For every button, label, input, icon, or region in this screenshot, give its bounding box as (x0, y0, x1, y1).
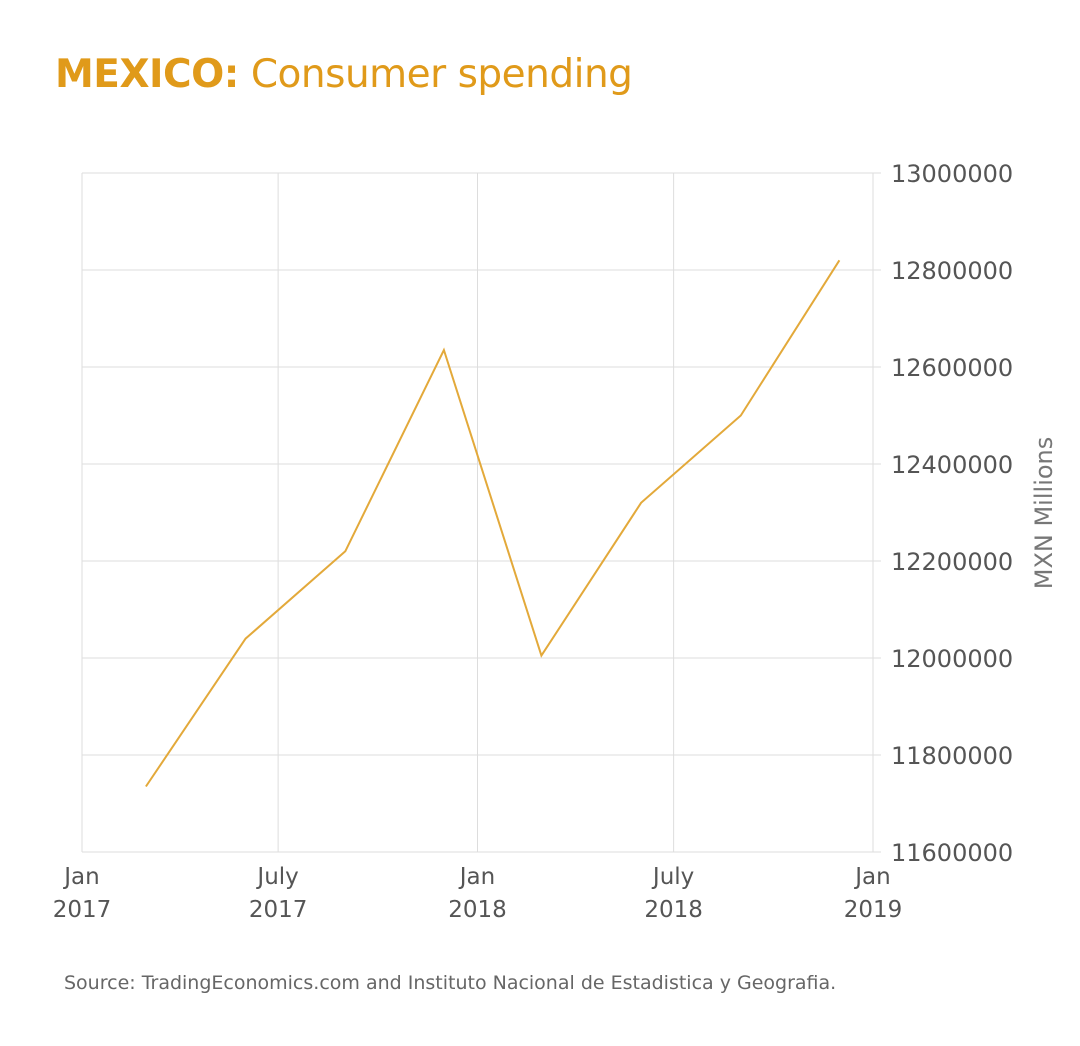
x-axis-ticks: Jan 2017 July 2017 Jan 2018 July 2018 Jan 2019 (53, 864, 903, 923)
title-country: MEXICO: (55, 52, 239, 97)
y-axis-label: MXN Millions (1030, 437, 1058, 590)
data-point (541, 655, 542, 656)
x-tick-label-line1: Jan (853, 864, 890, 890)
data-point (641, 502, 642, 503)
x-tick-label-line1: Jan (62, 864, 99, 890)
data-point (740, 415, 741, 416)
y-axis-ticks: 13000000 12800000 12600000 12400000 12200000… (891, 160, 1013, 867)
title-subject: Consumer spending (250, 52, 633, 97)
y-tick-label: 12800000 (891, 257, 1013, 285)
y-tick-label: 11800000 (891, 742, 1013, 770)
y-tick-label: 13000000 (891, 160, 1013, 188)
data-point (345, 551, 346, 552)
data-point (145, 786, 146, 787)
grid (81, 172, 881, 853)
x-tick-label-line1: July (651, 864, 694, 890)
x-tick-label-line2: 2017 (53, 897, 112, 923)
y-tick-label: 11600000 (891, 839, 1013, 867)
series-line (145, 259, 841, 788)
x-tick-label-line1: Jan (458, 864, 495, 890)
series-group (145, 259, 841, 788)
y-tick-label: 12600000 (891, 354, 1013, 382)
x-tick-label-line2: 2018 (448, 897, 507, 923)
x-tick-label-line1: July (255, 864, 298, 890)
y-tick-label: 12000000 (891, 645, 1013, 673)
y-tick-label: 12200000 (891, 548, 1013, 576)
x-tick-label-line2: 2019 (844, 897, 903, 923)
data-point (245, 638, 246, 639)
y-tick-label: 12400000 (891, 451, 1013, 479)
chart-title: MEXICO: Consumer spending (55, 52, 633, 97)
data-point (839, 260, 840, 261)
x-tick-label-line2: 2017 (249, 897, 308, 923)
source-note: Source: TradingEconomics.com and Institu… (64, 972, 837, 994)
x-tick-label-line2: 2018 (644, 897, 703, 923)
data-point (443, 350, 444, 351)
